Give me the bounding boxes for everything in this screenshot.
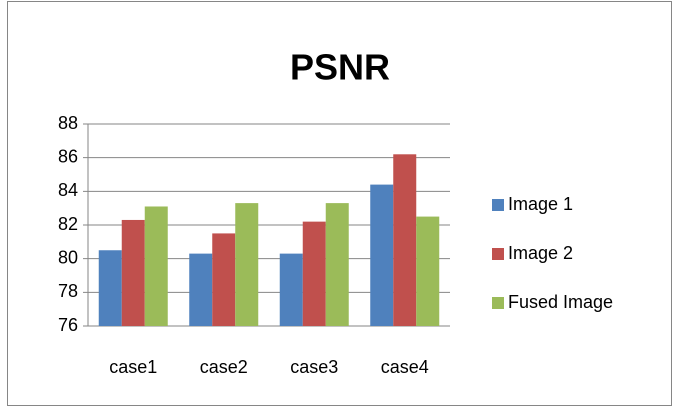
bar <box>279 253 303 326</box>
chart-title: PSNR <box>290 47 390 88</box>
y-tick-label: 86 <box>58 146 78 166</box>
bar <box>325 203 349 326</box>
y-tick-label: 78 <box>58 281 78 301</box>
bar <box>144 206 168 326</box>
bar <box>98 250 122 326</box>
bar <box>189 253 213 326</box>
legend-label: Image 1 <box>508 194 573 214</box>
bar <box>235 203 259 326</box>
y-tick-label: 84 <box>58 180 78 200</box>
bar <box>393 154 417 326</box>
y-tick-label: 80 <box>58 247 78 267</box>
y-tick-label: 76 <box>58 315 78 335</box>
legend-label: Fused Image <box>508 292 613 312</box>
bar <box>416 216 440 326</box>
x-tick-label: case1 <box>109 357 157 377</box>
x-tick-label: case2 <box>200 357 248 377</box>
legend-label: Image 2 <box>508 243 573 263</box>
x-tick-label: case4 <box>381 357 429 377</box>
bar <box>370 184 394 326</box>
x-tick-label: case3 <box>290 357 338 377</box>
y-tick-label: 82 <box>58 214 78 234</box>
legend-swatch <box>492 248 504 260</box>
legend-swatch <box>492 199 504 211</box>
bar <box>212 233 236 326</box>
bar <box>121 219 145 326</box>
y-tick-label: 88 <box>58 113 78 133</box>
legend-swatch <box>492 297 504 309</box>
bar <box>302 221 326 326</box>
